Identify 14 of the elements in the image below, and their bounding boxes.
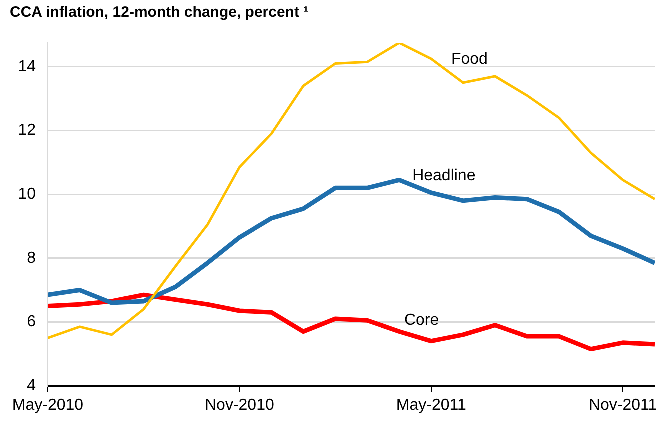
y-tick-label: 8	[27, 250, 36, 267]
x-tick-label: May-2010	[12, 397, 84, 414]
y-tick-label: 6	[27, 314, 36, 331]
y-tick-label: 14	[18, 58, 36, 76]
y-tick-label: 4	[27, 377, 36, 394]
x-tick-label: Nov-2010	[204, 397, 274, 414]
chart-title: CCA inflation, 12-month change, percent ¹	[10, 4, 309, 21]
y-tick-label: 10	[18, 186, 36, 203]
series-label: Food	[451, 51, 488, 68]
x-tick-label: Nov-2011	[588, 397, 658, 414]
series-label: Core	[404, 312, 440, 329]
y-tick-label: 12	[18, 122, 36, 140]
series-label: Headline	[412, 168, 476, 185]
x-tick-label: May-2011	[396, 397, 466, 414]
